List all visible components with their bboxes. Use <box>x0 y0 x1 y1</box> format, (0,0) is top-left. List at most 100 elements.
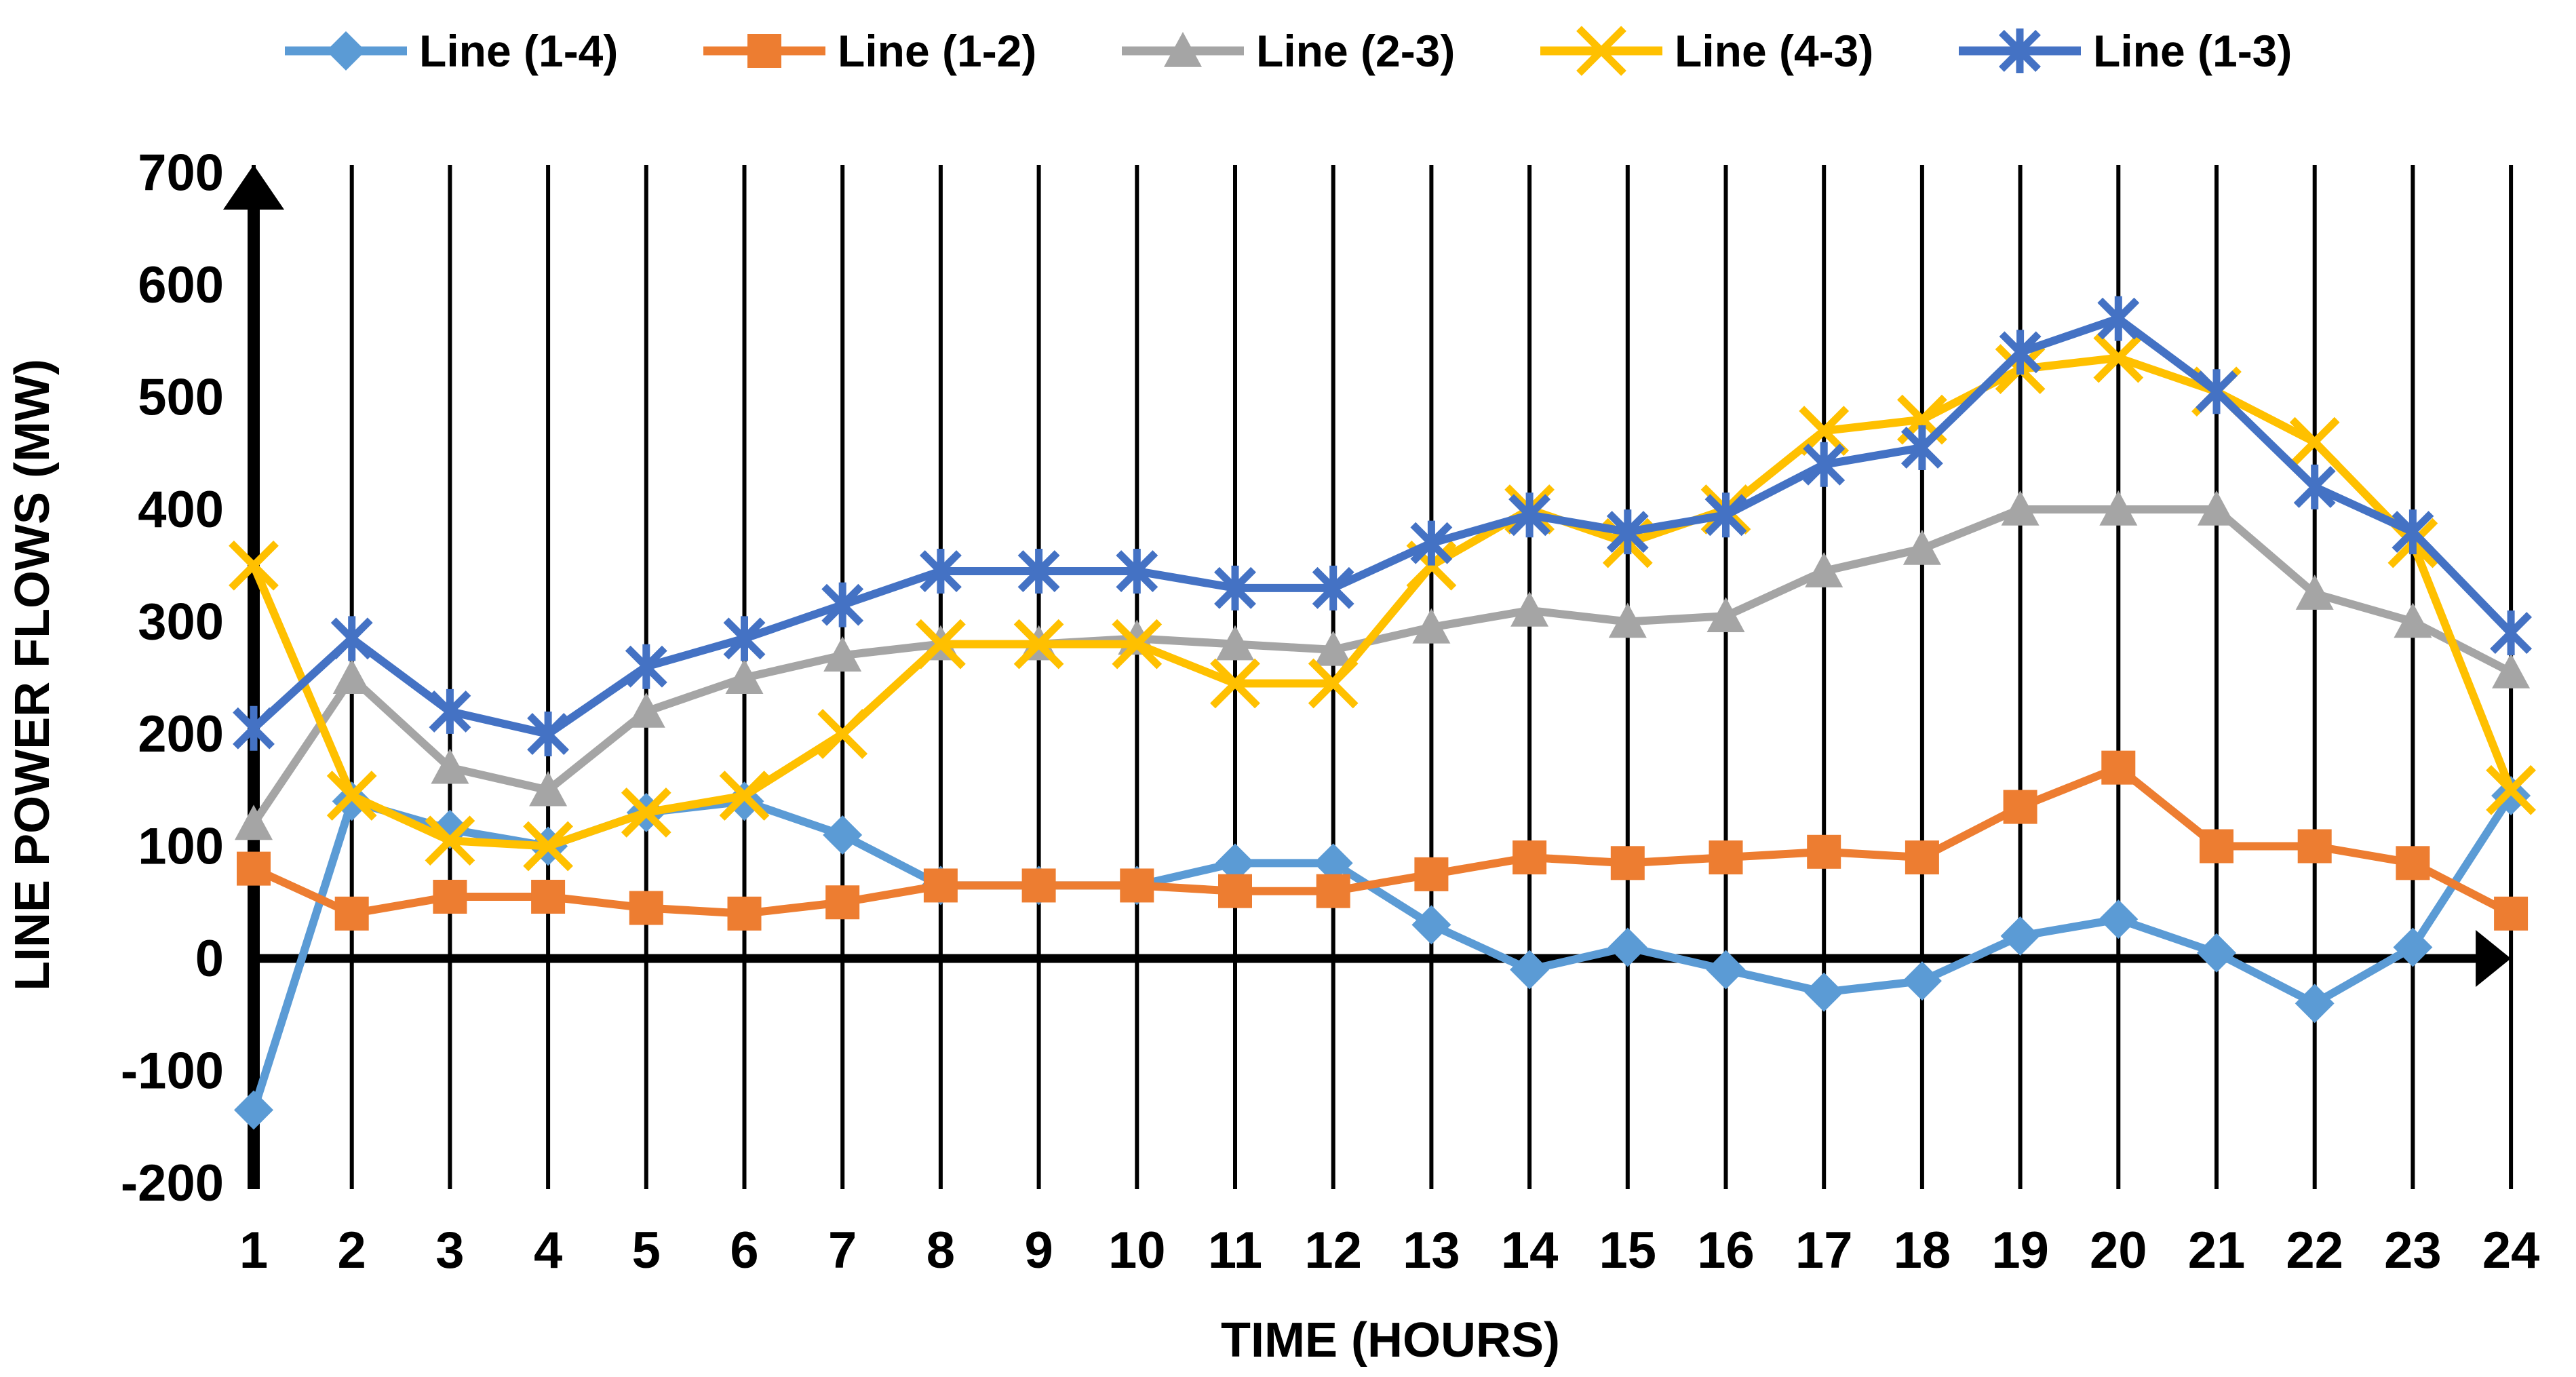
legend-item-line-4-3: Line (4-3) <box>1540 26 1873 76</box>
data-point-line-1-3-h16 <box>1704 492 1747 538</box>
plot-gridlines <box>252 165 2514 1189</box>
legend-label-line-1-3: Line (1-3) <box>2093 26 2292 76</box>
data-point-line-1-2-h6 <box>727 896 762 931</box>
legend-star-marker-icon <box>1999 28 2041 73</box>
data-point-line-4-3-h10 <box>1112 619 1163 670</box>
y-tick-label-0: 0 <box>195 930 224 988</box>
legend-x-marker-icon <box>1576 26 1626 76</box>
data-point-line-2-3-h6 <box>725 659 764 695</box>
data-point-line-1-3-h11 <box>1214 565 1256 610</box>
data-point-line-4-3-h24 <box>2486 764 2536 815</box>
x-tick-label-9: 9 <box>1024 1222 1053 1279</box>
data-point-line-1-2-h12 <box>1316 874 1350 908</box>
data-point-line-1-2-h23 <box>2396 846 2430 880</box>
data-point-line-1-3-h17 <box>1803 442 1846 487</box>
data-point-line-4-3-h4 <box>523 821 573 872</box>
x-tick-label-6: 6 <box>730 1222 758 1279</box>
data-point-line-1-2-h16 <box>1709 840 1743 875</box>
legend-item-line-2-3: Line (2-3) <box>1122 26 1455 76</box>
data-point-line-1-3-h21 <box>2196 369 2238 414</box>
data-point-line-1-2-h15 <box>1610 846 1645 880</box>
data-point-line-1-4-h11 <box>1215 843 1255 883</box>
legend-label-line-1-2: Line (1-2) <box>838 26 1036 76</box>
series-line-line-2-3 <box>250 505 2516 828</box>
data-point-line-1-2-h7 <box>825 885 860 920</box>
x-tick-label-15: 15 <box>1599 1222 1657 1279</box>
data-point-line-1-3-h2 <box>330 616 373 661</box>
data-point-line-1-3-h9 <box>1017 549 1060 594</box>
data-point-line-1-4-h13 <box>1411 905 1451 945</box>
y-axis-title: LINE POWER FLOWS (MW) <box>5 359 60 991</box>
data-point-line-1-3-h1 <box>233 705 275 751</box>
data-point-line-1-3-h14 <box>1508 492 1551 538</box>
data-point-line-1-2-h22 <box>2297 829 2332 864</box>
legend: Line (1-4) Line (1-2) Line (2-3) Line (4-3)… <box>285 26 2292 76</box>
legend-label-line-4-3: Line (4-3) <box>1675 26 1873 76</box>
data-point-line-1-4-h14 <box>1510 950 1550 990</box>
y-tick-label-600: 600 <box>138 256 224 314</box>
data-point-line-1-3-h7 <box>821 582 864 627</box>
legend-triangle-marker-icon <box>1164 32 1202 67</box>
legend-label-line-2-3: Line (2-3) <box>1256 26 1455 76</box>
data-point-line-4-3-h2 <box>326 771 377 821</box>
x-tick-label-14: 14 <box>1501 1222 1559 1279</box>
data-point-line-1-3-h8 <box>919 549 962 594</box>
data-point-line-1-4-h22 <box>2295 984 2335 1024</box>
data-point-line-2-3-h12 <box>1314 630 1352 666</box>
data-point-line-1-2-h14 <box>1513 840 1547 875</box>
x-tick-label-24: 24 <box>2482 1222 2540 1279</box>
data-point-line-1-3-h12 <box>1312 565 1354 610</box>
data-point-line-1-3-h19 <box>1999 330 2042 375</box>
series-line-2-3 <box>235 490 2531 840</box>
data-point-line-1-2-h9 <box>1021 868 1056 903</box>
data-point-line-1-4-h18 <box>1902 961 1942 1001</box>
data-point-line-1-4-h20 <box>2099 899 2139 939</box>
data-point-line-1-2-h4 <box>531 879 566 914</box>
x-tick-label-16: 16 <box>1697 1222 1755 1279</box>
data-point-line-2-3-h3 <box>431 748 469 784</box>
data-point-line-2-3-h14 <box>1510 591 1549 627</box>
data-point-line-2-3-h20 <box>2099 490 2138 526</box>
x-tick-label-22: 22 <box>2286 1222 2343 1279</box>
series-line-1-2 <box>237 750 2529 931</box>
legend-diamond-marker-icon <box>326 31 366 71</box>
data-point-line-1-2-h5 <box>629 891 663 925</box>
x-tick-label-8: 8 <box>926 1222 955 1279</box>
data-point-line-1-2-h17 <box>1807 834 1841 869</box>
x-tick-label-7: 7 <box>828 1222 857 1279</box>
y-tick-labels: 700 600 500 400 300 200 100 0 -100 -200 <box>121 144 224 1213</box>
data-point-line-2-3-h11 <box>1216 625 1254 661</box>
x-tick-label-5: 5 <box>632 1222 661 1279</box>
series-line-4-3 <box>229 332 2536 872</box>
data-point-line-1-2-h20 <box>2101 750 2136 785</box>
data-point-line-1-3-h5 <box>625 644 667 689</box>
data-point-line-1-4-h2 <box>332 781 372 821</box>
data-point-line-2-3-h7 <box>823 636 862 672</box>
legend-item-line-1-2: Line (1-2) <box>703 26 1036 76</box>
data-point-line-1-3-h15 <box>1606 509 1649 555</box>
data-point-line-1-4-h12 <box>1313 843 1353 883</box>
legend-item-line-1-4: Line (1-4) <box>285 26 618 76</box>
data-point-line-1-3-h10 <box>1116 549 1158 594</box>
data-point-line-1-4-h1 <box>234 1090 273 1130</box>
data-point-line-1-3-h6 <box>723 616 766 661</box>
data-point-line-1-2-h2 <box>334 896 369 931</box>
data-point-line-4-3-h5 <box>621 787 671 838</box>
data-point-line-1-3-h24 <box>2490 610 2533 656</box>
legend-label-line-1-4: Line (1-4) <box>419 26 618 76</box>
data-point-line-2-3-h17 <box>1805 552 1843 587</box>
data-point-line-1-4-h7 <box>823 815 863 855</box>
x-tick-label-11: 11 <box>1208 1222 1262 1279</box>
x-tick-label-1: 1 <box>239 1222 268 1279</box>
x-tick-label-19: 19 <box>1991 1222 2049 1279</box>
x-tick-label-23: 23 <box>2384 1222 2442 1279</box>
data-point-line-2-3-h4 <box>529 771 568 807</box>
data-point-line-2-3-h23 <box>2394 602 2432 638</box>
data-point-line-1-2-h24 <box>2494 896 2529 931</box>
data-point-line-1-3-h3 <box>429 688 471 734</box>
data-point-line-4-3-h6 <box>719 771 770 821</box>
data-point-line-1-2-h13 <box>1414 857 1449 891</box>
y-tick-label-400: 400 <box>138 481 224 539</box>
x-tick-label-18: 18 <box>1894 1222 1951 1279</box>
data-point-line-2-3-h21 <box>2198 490 2236 526</box>
